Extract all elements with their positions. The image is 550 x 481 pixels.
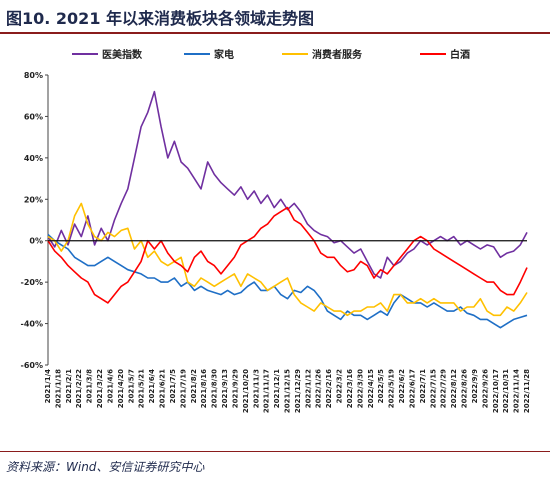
y-axis: 80% 60% 40% 20% 0% -20% -40% -60% (21, 71, 49, 370)
x-tick-label: 2022/10/31 (502, 369, 510, 413)
y-tick-label: 80% (24, 71, 43, 80)
x-tick-label: 2022/8/26 (461, 369, 469, 408)
series-line (47, 202, 528, 317)
x-tick-label: 2022/1/12 (304, 369, 312, 408)
series-line (47, 206, 528, 304)
x-tick-label: 2021/6/4 (148, 369, 156, 403)
x-tick-label: 2021/3/8 (86, 369, 94, 403)
plot-lines (47, 90, 528, 329)
page-title: 图10. 2021 年以来消费板块各领域走势图 (6, 9, 315, 28)
x-tick-label: 2021/9/13 (221, 369, 229, 408)
x-tick-label: 2021/2/1 (65, 369, 73, 403)
x-tick-label: 2021/8/16 (200, 369, 208, 408)
x-tick-label: 2022/1/26 (315, 369, 323, 408)
x-tick-label: 2021/10/20 (242, 369, 250, 413)
source-note: 资料来源：Wind、安信证券研究中心 (6, 460, 205, 474)
legend-label: 家电 (214, 48, 234, 61)
x-tick-label: 2021/12/1 (273, 369, 281, 408)
x-tick-label: 2021/7/19 (179, 369, 187, 408)
x-tick-label: 2021/12/29 (294, 369, 302, 413)
x-tick-label: 2022/7/15 (429, 369, 437, 408)
x-tick-label: 2022/6/17 (408, 369, 416, 408)
legend-label: 医美指数 (102, 48, 143, 61)
x-tick-label: 2022/2/16 (325, 369, 333, 408)
legend-label: 消费者服务 (312, 48, 363, 61)
x-tick-label: 2021/11/17 (263, 369, 271, 413)
x-tick-label: 2022/7/1 (419, 369, 427, 403)
x-tick-label: 2021/5/21 (138, 369, 146, 408)
x-tick-label: 2022/3/30 (356, 369, 364, 408)
y-tick-label: 40% (24, 154, 43, 163)
x-tick-label: 2022/5/19 (388, 369, 396, 408)
series-line (47, 233, 528, 329)
y-tick-label: 0% (29, 237, 43, 246)
title-bar: 图10. 2021 年以来消费板块各领域走势图 (0, 0, 550, 32)
x-tick-label: 2021/1/18 (54, 369, 62, 408)
x-tick-label: 2021/1/4 (44, 369, 52, 403)
chart: 医美指数 家电 消费者服务 白酒 80% 60% 40% 20% 0% -20% -40% -60%… (21, 48, 531, 413)
y-tick-label: 60% (24, 112, 43, 121)
x-tick-label: 2021/6/21 (159, 369, 167, 408)
series-line (47, 90, 528, 279)
x-tick-label: 2022/4/15 (367, 369, 375, 408)
x-tick-label: 2021/2/22 (75, 369, 83, 408)
x-tick-label: 2021/11/3 (252, 369, 260, 408)
x-tick-label: 2022/7/29 (440, 369, 448, 408)
y-tick-label: 20% (24, 195, 43, 204)
x-tick-label: 2022/11/28 (523, 369, 531, 413)
x-tick-label: 2021/8/2 (190, 369, 198, 403)
legend-label: 白酒 (450, 48, 470, 61)
x-tick-label: 2022/3/16 (346, 369, 354, 408)
y-tick-label: -60% (21, 361, 43, 370)
x-tick-label: 2022/10/17 (492, 369, 500, 413)
source-divider (0, 451, 550, 452)
x-tick-label: 2022/9/26 (481, 369, 489, 408)
y-tick-label: -20% (21, 278, 43, 287)
x-tick-label: 2021/4/6 (106, 369, 114, 403)
x-tick-label: 2022/5/5 (377, 369, 385, 403)
x-tick-label: 2021/4/20 (117, 369, 125, 408)
x-tick-label: 2021/9/29 (231, 369, 239, 408)
x-tick-label: 2022/9/9 (471, 369, 479, 403)
title-divider (0, 32, 550, 34)
x-tick-label: 2022/6/2 (398, 369, 406, 403)
y-tick-label: -40% (21, 320, 43, 329)
x-tick-label: 2022/8/12 (450, 369, 458, 408)
x-tick-label: 2021/12/15 (284, 369, 292, 413)
x-tick-label: 2022/11/14 (513, 369, 521, 413)
x-tick-label: 2021/5/7 (127, 369, 135, 403)
x-axis: 2021/1/4 2021/1/18 2021/2/1 2021/2/22 2021/3… (44, 240, 531, 413)
x-tick-label: 2021/8/30 (211, 369, 219, 408)
x-tick-label: 2021/3/22 (96, 369, 104, 408)
chart-legend: 医美指数 家电 消费者服务 白酒 (72, 48, 470, 61)
x-tick-label: 2022/3/2 (336, 369, 344, 403)
x-tick-label: 2021/7/5 (169, 369, 177, 403)
